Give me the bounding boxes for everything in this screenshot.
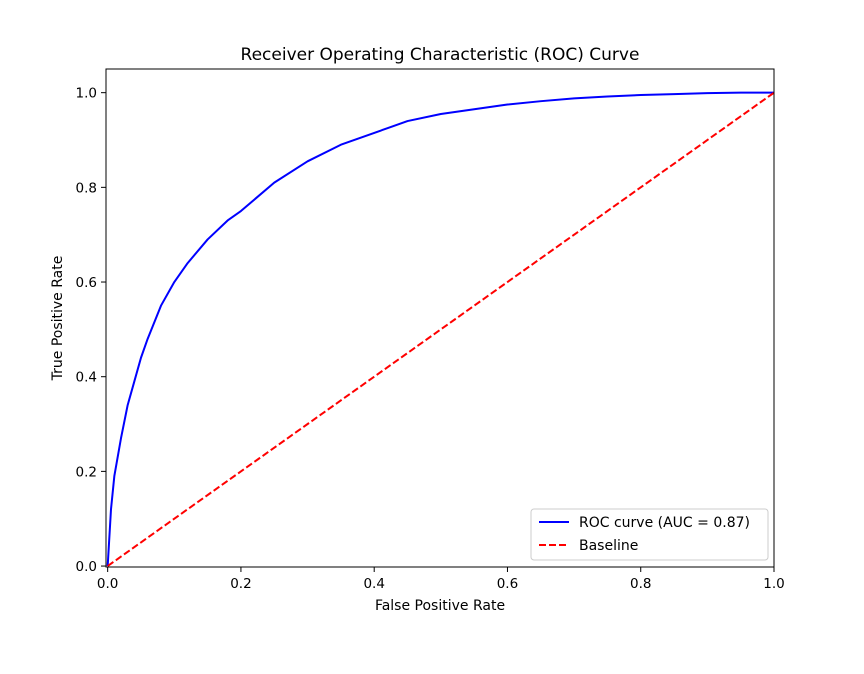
- y-tick-label: 0.6: [76, 275, 97, 291]
- baseline-line: [107, 91, 775, 567]
- x-tick-label: 1.0: [763, 576, 784, 592]
- chart-title: Receiver Operating Characteristic (ROC) …: [241, 45, 640, 65]
- y-tick-label: 0.2: [76, 464, 97, 480]
- y-tick-label: 0.0: [76, 559, 97, 575]
- x-tick-label: 0.2: [230, 576, 251, 592]
- plot-layer: [106, 91, 775, 567]
- x-tick-label: 0.6: [497, 576, 518, 592]
- x-tick-label: 0.4: [363, 576, 384, 592]
- legend: ROC curve (AUC = 0.87) Baseline: [530, 508, 769, 561]
- legend-box: [530, 508, 769, 561]
- x-axis-label: False Positive Rate: [375, 598, 505, 614]
- y-axis-label: True Positive Rate: [50, 256, 66, 382]
- plot-frame: [105, 68, 775, 568]
- legend-label-baseline: Baseline: [579, 538, 638, 554]
- y-tick-label: 0.8: [76, 180, 97, 196]
- x-tick-label: 0.0: [97, 576, 118, 592]
- y-tick-label: 0.4: [76, 370, 97, 386]
- ticks-layer: 0.0 0.2 0.4 0.6 0.8 1.0 0.0 0.2 0.4 0.6 0.8 1.0: [76, 86, 785, 592]
- y-tick-label: 1.0: [76, 86, 97, 102]
- legend-label-roc: ROC curve (AUC = 0.87): [579, 515, 750, 531]
- roc-curve-line: [106, 91, 774, 567]
- x-tick-label: 0.8: [630, 576, 651, 592]
